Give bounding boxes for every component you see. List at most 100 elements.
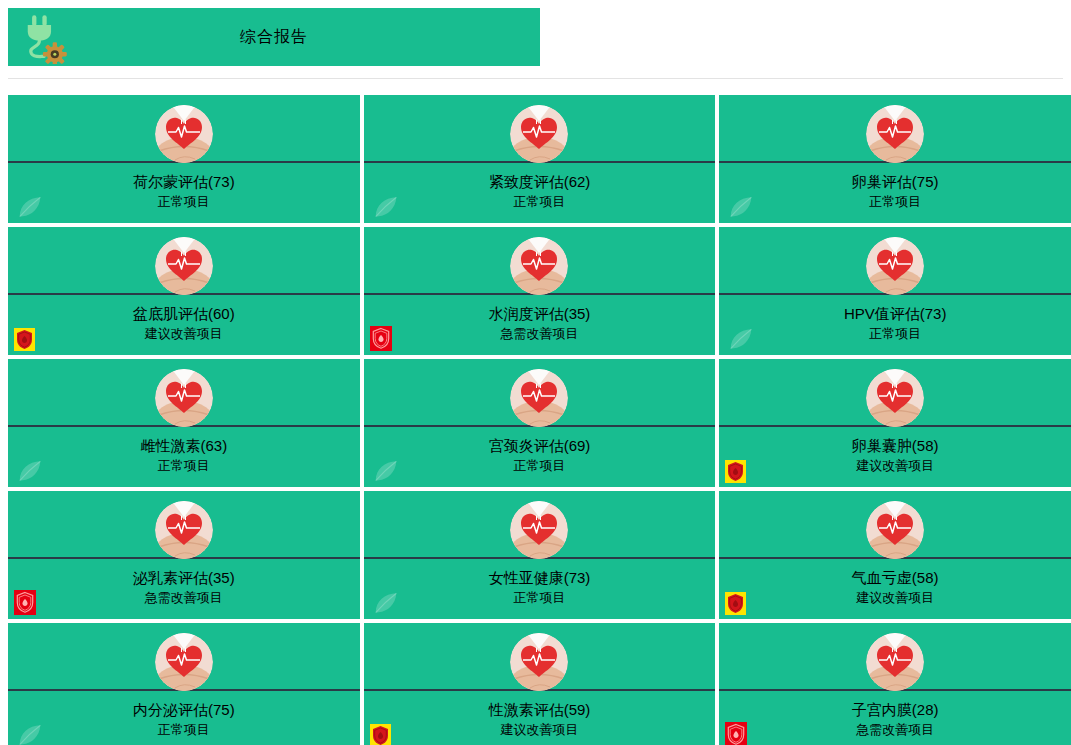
assessment-card[interactable]: 紧致度评估(62) 正常项目 — [364, 95, 716, 223]
yellow-shield-icon — [725, 460, 746, 483]
assessment-status: 正常项目 — [8, 193, 360, 211]
assessment-title: 水润度评估(35) — [364, 304, 716, 323]
heart-in-hands-image — [510, 369, 568, 427]
assessment-card[interactable]: 泌乳素评估(35) 急需改善项目 — [8, 491, 360, 619]
card-image-section — [364, 95, 716, 163]
heart-in-hands-image — [155, 369, 213, 427]
heart-in-hands-image — [510, 633, 568, 691]
report-header: 综合报告 — [8, 8, 540, 66]
leaf-icon — [728, 327, 755, 354]
yellow-shield-icon — [370, 724, 391, 745]
assessment-card[interactable]: 气血亏虚(58) 建议改善项目 — [719, 491, 1071, 619]
assessment-card[interactable]: 内分泌评估(75) 正常项目 — [8, 623, 360, 745]
card-body: 盆底肌评估(60) 建议改善项目 — [8, 295, 360, 343]
card-body: 内分泌评估(75) 正常项目 — [8, 691, 360, 739]
assessment-title: 盆底肌评估(60) — [8, 304, 360, 323]
assessment-title: 气血亏虚(58) — [719, 568, 1071, 587]
card-image-section — [719, 359, 1071, 427]
card-body: 雌性激素(63) 正常项目 — [8, 427, 360, 475]
card-body: 泌乳素评估(35) 急需改善项目 — [8, 559, 360, 607]
card-body: 子宫内膜(28) 急需改善项目 — [719, 691, 1071, 739]
assessment-title: 女性亚健康(73) — [364, 568, 716, 587]
card-image-section — [719, 227, 1071, 295]
red-shield-icon — [725, 722, 747, 745]
assessment-status: 建议改善项目 — [719, 589, 1071, 607]
assessment-card[interactable]: 卵巢囊肿(58) 建议改善项目 — [719, 359, 1071, 487]
heart-in-hands-image — [866, 501, 924, 559]
assessment-card[interactable]: 女性亚健康(73) 正常项目 — [364, 491, 716, 619]
assessment-grid: 荷尔蒙评估(73) 正常项目 紧致度评估(62) 正常项目 卵巢评估(75) 正… — [8, 95, 1071, 745]
card-body: 女性亚健康(73) 正常项目 — [364, 559, 716, 607]
card-body: 紧致度评估(62) 正常项目 — [364, 163, 716, 211]
assessment-title: 内分泌评估(75) — [8, 700, 360, 719]
assessment-title: 雌性激素(63) — [8, 436, 360, 455]
assessment-card[interactable]: 卵巢评估(75) 正常项目 — [719, 95, 1071, 223]
assessment-card[interactable]: HPV值评估(73) 正常项目 — [719, 227, 1071, 355]
assessment-title: 性激素评估(59) — [364, 700, 716, 719]
heart-in-hands-image — [510, 501, 568, 559]
leaf-icon — [728, 195, 755, 222]
assessment-title: 宫颈炎评估(69) — [364, 436, 716, 455]
assessment-card[interactable]: 盆底肌评估(60) 建议改善项目 — [8, 227, 360, 355]
assessment-status: 正常项目 — [8, 457, 360, 475]
assessment-title: 泌乳素评估(35) — [8, 568, 360, 587]
assessment-status: 急需改善项目 — [719, 721, 1071, 739]
assessment-status: 正常项目 — [364, 589, 716, 607]
card-image-section — [364, 227, 716, 295]
leaf-icon — [17, 723, 44, 745]
card-image-section — [364, 491, 716, 559]
card-body: 气血亏虚(58) 建议改善项目 — [719, 559, 1071, 607]
plug-gear-icon — [18, 12, 70, 64]
card-body: HPV值评估(73) 正常项目 — [719, 295, 1071, 343]
card-image-section — [719, 95, 1071, 163]
heart-in-hands-image — [866, 237, 924, 295]
heart-in-hands-image — [155, 501, 213, 559]
header-divider — [8, 78, 1063, 79]
assessment-title: 紧致度评估(62) — [364, 172, 716, 191]
assessment-status: 急需改善项目 — [8, 589, 360, 607]
assessment-card[interactable]: 子宫内膜(28) 急需改善项目 — [719, 623, 1071, 745]
assessment-card[interactable]: 水润度评估(35) 急需改善项目 — [364, 227, 716, 355]
yellow-shield-icon — [725, 592, 746, 615]
heart-in-hands-image — [510, 237, 568, 295]
heart-in-hands-image — [155, 237, 213, 295]
card-body: 水润度评估(35) 急需改善项目 — [364, 295, 716, 343]
card-image-section — [8, 95, 360, 163]
heart-in-hands-image — [510, 105, 568, 163]
heart-in-hands-image — [866, 105, 924, 163]
yellow-shield-icon — [14, 328, 35, 351]
assessment-status: 正常项目 — [719, 193, 1071, 211]
heart-in-hands-image — [866, 633, 924, 691]
leaf-icon — [373, 591, 400, 618]
card-body: 卵巢评估(75) 正常项目 — [719, 163, 1071, 211]
assessment-status: 正常项目 — [364, 193, 716, 211]
card-image-section — [8, 359, 360, 427]
assessment-card[interactable]: 雌性激素(63) 正常项目 — [8, 359, 360, 487]
assessment-status: 急需改善项目 — [364, 325, 716, 343]
card-image-section — [364, 359, 716, 427]
card-body: 卵巢囊肿(58) 建议改善项目 — [719, 427, 1071, 475]
assessment-title: HPV值评估(73) — [719, 304, 1071, 323]
assessment-title: 卵巢囊肿(58) — [719, 436, 1071, 455]
red-shield-icon — [370, 326, 392, 351]
assessment-status: 建议改善项目 — [719, 457, 1071, 475]
card-image-section — [8, 227, 360, 295]
assessment-card[interactable]: 性激素评估(59) 建议改善项目 — [364, 623, 716, 745]
assessment-status: 正常项目 — [8, 721, 360, 739]
heart-in-hands-image — [155, 105, 213, 163]
red-shield-icon — [14, 590, 36, 615]
card-image-section — [8, 623, 360, 691]
card-image-section — [719, 491, 1071, 559]
heart-in-hands-image — [866, 369, 924, 427]
assessment-card[interactable]: 宫颈炎评估(69) 正常项目 — [364, 359, 716, 487]
leaf-icon — [17, 195, 44, 222]
card-body: 性激素评估(59) 建议改善项目 — [364, 691, 716, 739]
leaf-icon — [373, 195, 400, 222]
assessment-title: 子宫内膜(28) — [719, 700, 1071, 719]
leaf-icon — [373, 459, 400, 486]
card-image-section — [364, 623, 716, 691]
assessment-status: 正常项目 — [719, 325, 1071, 343]
assessment-card[interactable]: 荷尔蒙评估(73) 正常项目 — [8, 95, 360, 223]
leaf-icon — [17, 459, 44, 486]
assessment-title: 卵巢评估(75) — [719, 172, 1071, 191]
